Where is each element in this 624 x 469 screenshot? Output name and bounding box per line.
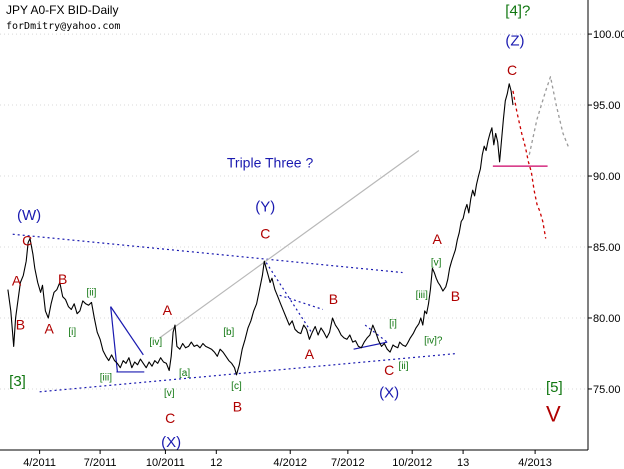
wave-label-17: [c]	[231, 381, 242, 392]
wave-label-26: C	[384, 362, 394, 378]
wave-label-2: A	[12, 272, 22, 288]
wave-label-35: C	[507, 62, 517, 78]
wave-label-33: [4]?	[505, 3, 530, 20]
wave-label-0: (W)	[17, 207, 41, 224]
price-series	[7, 83, 514, 376]
x-tick-label-5: 7/2012	[331, 457, 365, 469]
wave-label-19: (Y)	[255, 199, 275, 216]
pattern-line-9	[265, 262, 312, 333]
wave-label-32: B	[451, 288, 460, 304]
x-tick-label-3: 12	[210, 457, 222, 469]
wave-label-37: V	[546, 402, 561, 427]
wave-label-27: [ii]	[399, 361, 409, 372]
wave-label-6: A	[45, 321, 55, 337]
wave-label-7: [ii]	[86, 287, 96, 298]
wave-label-12: [a]	[179, 368, 190, 379]
chart-subtitle: forDmitry@yahoo.com	[6, 21, 121, 32]
y-tick-label-5: 75.00	[593, 384, 621, 396]
wave-label-24: [i]	[389, 318, 397, 329]
wave-label-9: [iii]	[100, 372, 112, 383]
wave-label-16: [b]	[223, 327, 234, 338]
wave-label-28: (X)	[379, 384, 399, 401]
wave-label-8: [i]	[68, 327, 76, 338]
pattern-line-10	[279, 294, 324, 311]
wave-label-1: C	[22, 233, 32, 249]
wave-label-25: [iv]?	[424, 336, 443, 347]
x-tick-label-2: 10/2011	[146, 457, 185, 469]
wave-label-4: [3]	[9, 373, 26, 390]
grid-lines	[0, 33, 588, 390]
wave-label-30: A	[432, 231, 442, 247]
resistance-line-0	[12, 233, 403, 274]
x-tick-label-7: 13	[457, 457, 469, 469]
y-tick-label-0: 100.00	[593, 29, 624, 41]
forecast-series	[512, 90, 547, 239]
triangle-line-5	[110, 306, 118, 372]
x-tick-label-8: 4/2013	[518, 457, 552, 469]
x-tick-label-1: 7/2011	[84, 457, 117, 469]
wave-label-34: (Z)	[505, 32, 524, 49]
wave-label-36: [5]	[546, 379, 563, 396]
wave-label-23: A	[305, 346, 315, 362]
y-tick-label-4: 80.00	[593, 313, 621, 325]
trend-lines	[12, 149, 548, 393]
wave-label-29: [iii]	[416, 290, 428, 301]
wave-label-21: Triple Three ?	[227, 155, 314, 171]
wave-label-20: C	[260, 225, 270, 241]
wave-label-11: A	[163, 302, 173, 318]
triangle-line-4	[110, 306, 144, 356]
x-tick-label-6: 10/2012	[392, 457, 432, 469]
chart-title: JPY A0-FX BID-Daily	[6, 3, 119, 17]
wave-labels: (W) C A B [3] B A [ii] [i] [iii] [iv] A [a] [v] C (X) [b…	[9, 3, 562, 452]
y-tick-label-2: 90.00	[593, 171, 621, 183]
x-tick-label-0: 4/2011	[23, 457, 56, 469]
wave-label-3: B	[16, 316, 25, 332]
wave-label-10: [iv]	[149, 337, 162, 348]
wave-label-31: [v]	[431, 257, 442, 268]
wave-label-18: B	[233, 399, 242, 415]
triangle-line-7	[353, 341, 388, 350]
forecast-alt-series	[528, 76, 570, 155]
wave-label-14: C	[165, 410, 175, 426]
wave-label-15: (X)	[161, 434, 181, 451]
price-series	[7, 76, 570, 376]
wave-label-22: B	[329, 291, 338, 307]
y-tick-label-3: 85.00	[593, 242, 621, 254]
channel-line-2	[159, 149, 420, 339]
x-tick-label-4: 4/2012	[273, 457, 307, 469]
wave-label-5: B	[58, 271, 67, 287]
y-tick-label-1: 95.00	[593, 100, 621, 112]
wave-label-13: [v]	[164, 388, 175, 399]
